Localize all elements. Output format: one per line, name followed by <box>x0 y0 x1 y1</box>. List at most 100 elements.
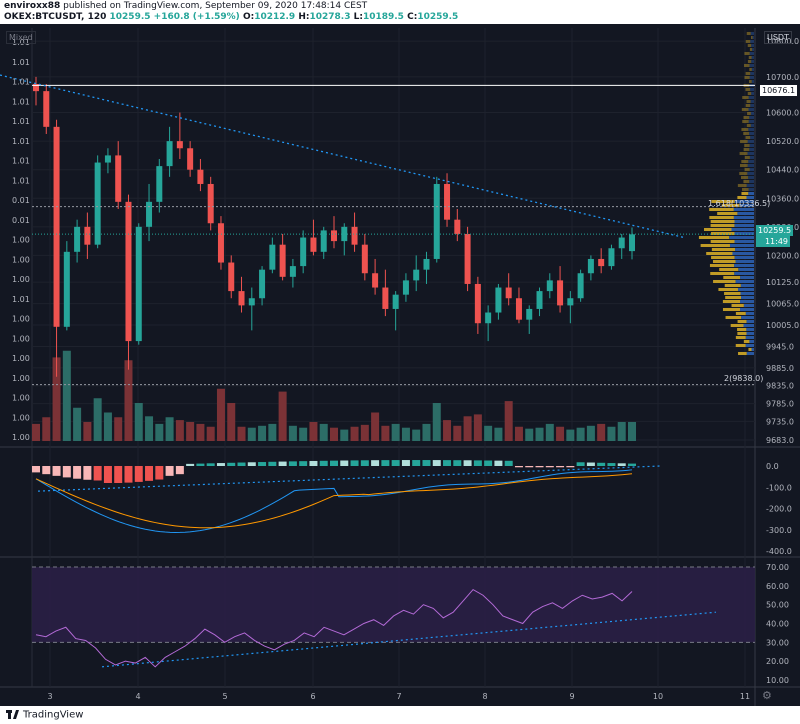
volume-profile-bar <box>721 204 740 207</box>
candle-body <box>156 166 163 202</box>
volume-profile-bar <box>706 252 733 255</box>
left-scale-label: 1.01 <box>12 38 30 47</box>
volume-profile-bar <box>742 120 749 123</box>
price-axis-label: 9945.0 <box>766 342 794 351</box>
volume-profile-bar <box>734 272 754 275</box>
candle-body <box>279 244 286 277</box>
candle-body <box>259 269 266 299</box>
volume-profile-bar <box>740 140 748 143</box>
volume-profile-bar <box>741 128 749 131</box>
volume-profile-bar <box>735 260 754 263</box>
macd-histogram-bar <box>473 460 482 466</box>
volume-profile-bar <box>748 96 754 99</box>
left-scale-label: 1.00 <box>12 255 30 264</box>
candle-body <box>331 230 337 242</box>
candle-body <box>433 183 440 259</box>
volume-profile-bar <box>750 72 754 75</box>
volume-profile-bar <box>745 136 751 139</box>
volume-profile-bar <box>748 80 752 83</box>
volume-profile-bar <box>735 344 746 347</box>
volume-profile-bar <box>731 228 754 231</box>
volume-profile-bar <box>748 120 754 123</box>
candle-body <box>269 244 276 270</box>
volume-bar <box>206 426 215 441</box>
volume-profile-bar <box>709 208 734 211</box>
candle-body <box>43 91 50 127</box>
author-name[interactable]: enviroxx88 <box>4 1 61 11</box>
candle-body <box>115 155 122 202</box>
mixed-scale-label[interactable]: Mixed <box>6 31 36 44</box>
left-scale-label: 1.01 <box>12 97 30 106</box>
price-axis-label: 9885.0 <box>766 364 794 373</box>
candle-body <box>248 298 255 306</box>
chart-canvas[interactable]: 3 4 5 6 7 8 9 10 11 10800.0 10700.0 10600.0 10520.0 1… <box>0 24 800 706</box>
volume-profile-bar <box>710 240 735 243</box>
volume-profile-bar <box>740 284 754 287</box>
volume-profile-bar <box>748 348 752 351</box>
macd-histogram-bar <box>268 461 277 466</box>
candle-body <box>392 294 399 309</box>
tradingview-logo[interactable]: TradingView <box>6 709 83 721</box>
tradingview-logo-icon <box>6 710 19 719</box>
macd-histogram-bar <box>617 463 626 466</box>
volume-bar <box>165 417 174 441</box>
volume-bar <box>463 416 472 441</box>
candle-body <box>557 280 564 306</box>
volume-bar <box>330 427 338 441</box>
macd-histogram-bar <box>484 460 493 466</box>
volume-profile-bar <box>737 320 747 323</box>
candle-body <box>104 155 111 163</box>
left-scale-label: 1.01 <box>12 58 30 67</box>
volume-bar <box>42 417 51 441</box>
left-scale-label: 1.00 <box>12 374 30 383</box>
left-scale-label: 1.00 <box>12 354 30 363</box>
volume-profile-bar <box>730 324 744 327</box>
volume-profile-bar <box>744 64 750 67</box>
macd-histogram-bar <box>124 466 133 483</box>
candle-body <box>454 219 461 234</box>
volume-profile-bar <box>741 160 749 163</box>
volume-profile-bar <box>749 116 754 119</box>
x-axis-label: 5 <box>222 692 227 701</box>
settings-gear-icon[interactable]: ⚙ <box>762 689 772 702</box>
fib-bottom-label: 2(9838.0) <box>724 374 764 383</box>
volume-profile-bar <box>747 44 752 47</box>
macd-histogram-bar <box>535 466 544 468</box>
volume-bar <box>73 407 82 441</box>
candle-body <box>310 237 317 252</box>
volume-profile-bar <box>735 280 754 283</box>
price-axis-label: 10200.0 <box>766 251 799 260</box>
macd-histogram-bar <box>247 462 256 466</box>
volume-profile-bar <box>698 236 730 239</box>
candle-body <box>372 273 379 288</box>
volume-profile-bar <box>750 104 754 107</box>
volume-profile-bar <box>722 300 741 303</box>
macd-histogram-bar <box>545 466 554 468</box>
volume-profile-bar <box>746 352 754 355</box>
volume-profile-bar <box>734 256 754 259</box>
macd-histogram-bar <box>586 462 595 466</box>
candle-body <box>382 287 389 309</box>
currency-label[interactable]: USDT <box>764 31 792 44</box>
candle-body <box>53 126 60 327</box>
macd-histogram-bar <box>381 460 390 466</box>
volume-bar <box>391 423 400 441</box>
volume-profile-bar <box>734 220 754 223</box>
volume-profile-bar <box>746 184 754 187</box>
volume-profile-bar <box>748 192 754 195</box>
macd-histogram-bar <box>145 466 154 481</box>
price-axis-label: 10700.0 <box>766 73 799 82</box>
symbol-name[interactable]: OKEX:BTCUSDT, 120 <box>4 12 107 22</box>
close-value: 10259.5 <box>417 12 459 22</box>
macd-histogram-bar <box>299 461 308 466</box>
macd-histogram-bar <box>628 463 636 466</box>
candle-body <box>217 223 224 263</box>
volume-profile-bar <box>746 332 754 335</box>
volume-profile-bar <box>752 36 754 39</box>
volume-profile-bar <box>747 92 752 95</box>
candle-body <box>485 312 492 324</box>
volume-bar <box>340 429 349 441</box>
left-scale-label: 1.00 <box>12 275 30 284</box>
high-label: H: <box>298 12 310 22</box>
x-axis-label: 7 <box>396 692 401 701</box>
